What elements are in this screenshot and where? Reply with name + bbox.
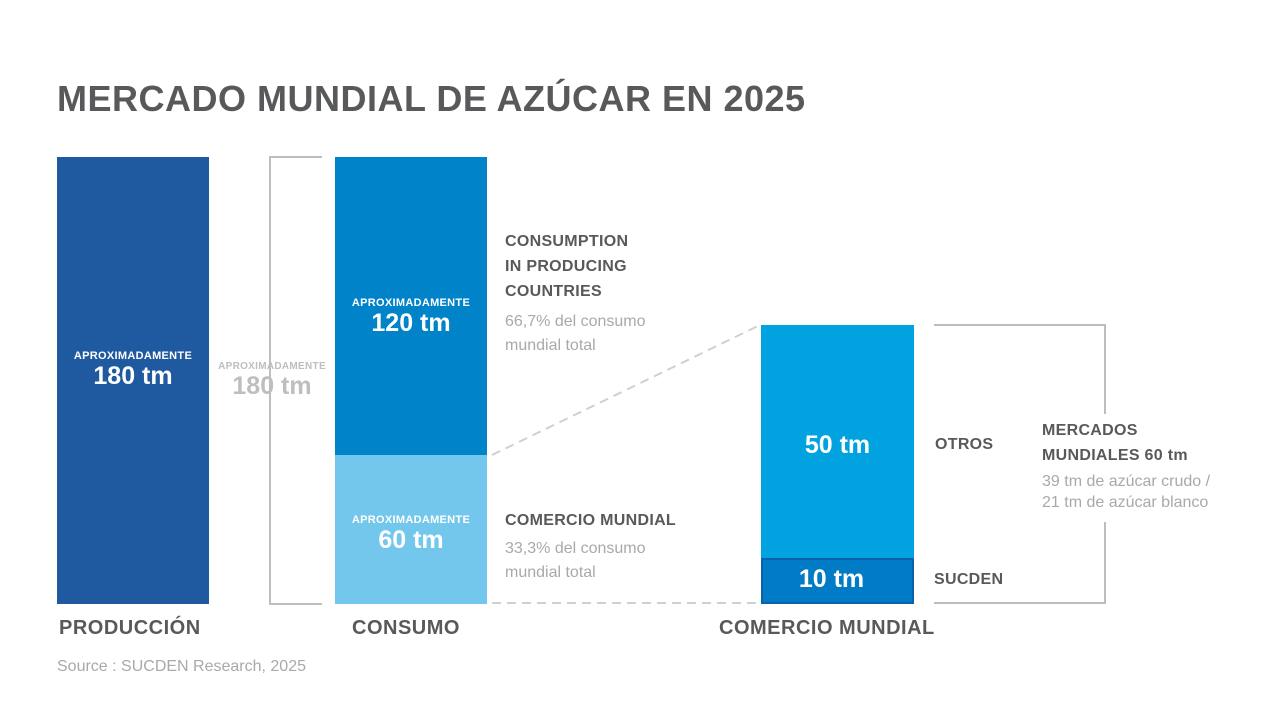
trade-bracket-heading-line-2: MUNDIALES 60 tm: [1042, 447, 1188, 464]
trade-sucden-value: 10 tm: [798, 565, 865, 593]
consumption-trade-caption: APROXIMADAMENTE: [351, 514, 471, 526]
consumption-producing-caption: APROXIMADAMENTE: [351, 297, 471, 309]
axis-label-consumption: CONSUMO: [352, 617, 460, 639]
consumption-producing-value: 120 tm: [371, 309, 451, 337]
annotation-trade-desc: 33,3% del consumo mundial total: [505, 537, 646, 585]
production-caption: APROXIMADAMENTE: [73, 350, 193, 362]
consumption-bracket-value: 180 tm: [232, 372, 312, 400]
bar-trade-sucden: [761, 557, 914, 604]
trade-bracket-bottom: [934, 522, 1106, 604]
bar-consumption-producing: [335, 157, 487, 455]
annotation-trade-heading-line-1: COMERCIO MUNDIAL: [505, 512, 677, 529]
trade-bracket-heading-line-1: MERCADOS: [1042, 422, 1138, 439]
zoom-line-top: [491, 324, 761, 456]
consumption-bracket: [269, 156, 322, 605]
annotation-producing-desc-line-2: mundial total: [505, 337, 596, 354]
trade-bracket-desc: 39 tm de azúcar crudo / 21 tm de azúcar …: [1042, 471, 1210, 513]
annotation-producing-heading-line-2: IN PRODUCING: [505, 258, 627, 275]
trade-others-name: OTROS: [935, 436, 994, 453]
consumption-trade-label: APROXIMADAMENTE 60 tm: [335, 514, 487, 555]
consumption-bracket-label: APROXIMADAMENTE 180 tm: [212, 361, 332, 401]
bar-production: [57, 157, 209, 604]
axis-label-trade: COMERCIO MUNDIAL: [719, 617, 935, 639]
annotation-producing-heading: CONSUMPTION IN PRODUCING COUNTRIES: [505, 229, 628, 304]
trade-bracket-heading: MERCADOS MUNDIALES 60 tm: [1042, 418, 1188, 468]
consumption-trade-value: 60 tm: [378, 526, 444, 554]
annotation-producing-heading-line-3: COUNTRIES: [505, 283, 602, 300]
trade-bracket-desc-line-2: 21 tm de azúcar blanco: [1042, 494, 1209, 511]
trade-bracket-desc-line-1: 39 tm de azúcar crudo /: [1042, 473, 1211, 490]
bar-consumption-trade: [335, 455, 487, 604]
annotation-producing-heading-line-1: CONSUMPTION: [505, 233, 629, 250]
annotation-trade-heading: COMERCIO MUNDIAL: [505, 508, 676, 533]
production-value-label: APROXIMADAMENTE 180 tm: [57, 350, 209, 391]
annotation-trade-desc-line-1: 33,3% del consumo: [505, 540, 646, 557]
trade-others-value: 50 tm: [804, 431, 871, 459]
bar-trade-others: [761, 325, 914, 558]
consumption-producing-label: APROXIMADAMENTE 120 tm: [335, 297, 487, 338]
source-note: Source : SUCDEN Research, 2025: [57, 658, 306, 675]
trade-sucden-name: SUCDEN: [934, 571, 1004, 588]
consumption-bracket-caption: APROXIMADAMENTE: [218, 361, 326, 372]
annotation-trade-desc-line-2: mundial total: [505, 564, 596, 581]
trade-bracket-top: [934, 324, 1106, 414]
production-value: 180 tm: [93, 362, 173, 390]
axis-label-production: PRODUCCIÓN: [59, 617, 201, 639]
page-title: MERCADO MUNDIAL DE AZÚCAR EN 2025: [57, 78, 806, 119]
annotation-producing-desc: 66,7% del consumo mundial total: [505, 310, 646, 358]
annotation-producing-desc-line-1: 66,7% del consumo: [505, 313, 646, 330]
